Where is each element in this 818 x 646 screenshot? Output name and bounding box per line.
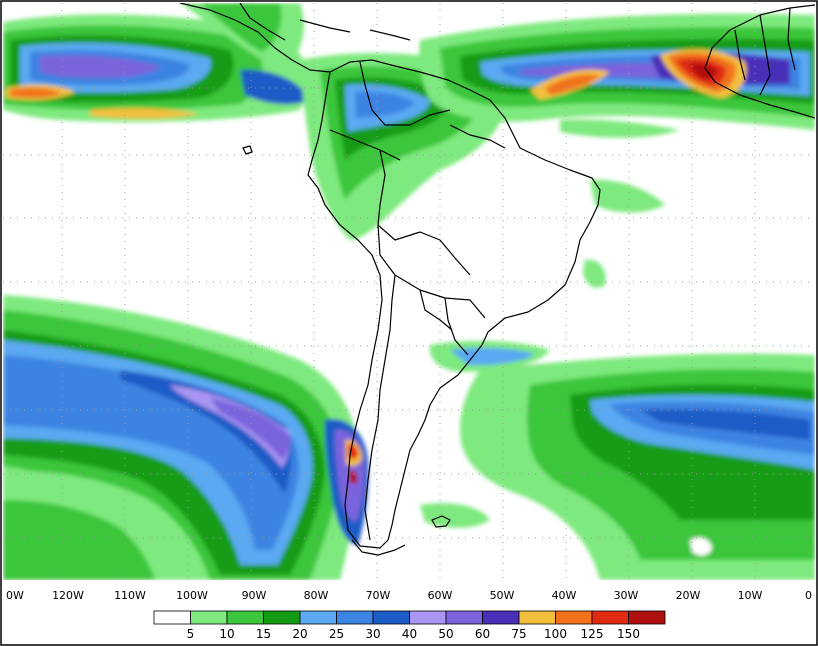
legend-threshold-label: 100	[544, 627, 567, 641]
legend-color-box	[372, 610, 410, 625]
longitude-tick-label: 110W	[114, 589, 146, 602]
longitude-tick-label: 0W	[6, 589, 24, 602]
precipitation-field	[3, 3, 815, 580]
legend-color-box	[482, 610, 520, 625]
legend-threshold-label: 25	[329, 627, 344, 641]
legend-threshold-label: 60	[475, 627, 490, 641]
longitude-tick-label: 60W	[428, 589, 453, 602]
legend-threshold-label: 15	[256, 627, 271, 641]
legend-color-box	[409, 610, 447, 625]
longitude-tick-label: 0	[805, 589, 812, 602]
legend-threshold-label: 150	[617, 627, 640, 641]
map-area	[3, 3, 815, 580]
longitude-tick-label: 90W	[242, 589, 267, 602]
longitude-axis: 0W 120W 110W 100W 90W 80W 70W 60W 50W 40W 30W 20W 10…	[6, 589, 812, 602]
legend-color-box	[555, 610, 593, 625]
legend-color-box	[153, 610, 191, 625]
longitude-tick-label: 50W	[490, 589, 515, 602]
legend-color-box	[190, 610, 228, 625]
longitude-tick-label: 30W	[614, 589, 639, 602]
legend-color-box	[628, 610, 666, 625]
legend-color-box	[299, 610, 337, 625]
longitude-tick-label: 70W	[366, 589, 391, 602]
legend-threshold-label: 10	[219, 627, 234, 641]
legend-threshold-label: 75	[511, 627, 526, 641]
lat-lon-grid	[3, 3, 815, 580]
legend-color-box	[518, 610, 556, 625]
precipitation-legend: 5 10 15 20 25 30 40 50 60 75 100 125 150	[153, 610, 666, 641]
longitude-tick-label: 20W	[676, 589, 701, 602]
legend-threshold-label: 125	[581, 627, 604, 641]
longitude-tick-label: 120W	[52, 589, 84, 602]
longitude-tick-label: 100W	[176, 589, 208, 602]
legend-threshold-label: 40	[402, 627, 417, 641]
legend-color-box	[445, 610, 483, 625]
legend-threshold-label: 30	[365, 627, 380, 641]
legend-color-box	[226, 610, 264, 625]
legend-color-box	[263, 610, 301, 625]
longitude-tick-label: 10W	[738, 589, 763, 602]
legend-threshold-label: 50	[438, 627, 453, 641]
legend-color-box	[336, 610, 374, 625]
coastlines	[179, 3, 815, 556]
legend-color-box	[591, 610, 629, 625]
longitude-tick-label: 40W	[552, 589, 577, 602]
longitude-tick-label: 80W	[304, 589, 329, 602]
legend-threshold-label: 5	[187, 627, 195, 641]
legend-threshold-label: 20	[292, 627, 307, 641]
